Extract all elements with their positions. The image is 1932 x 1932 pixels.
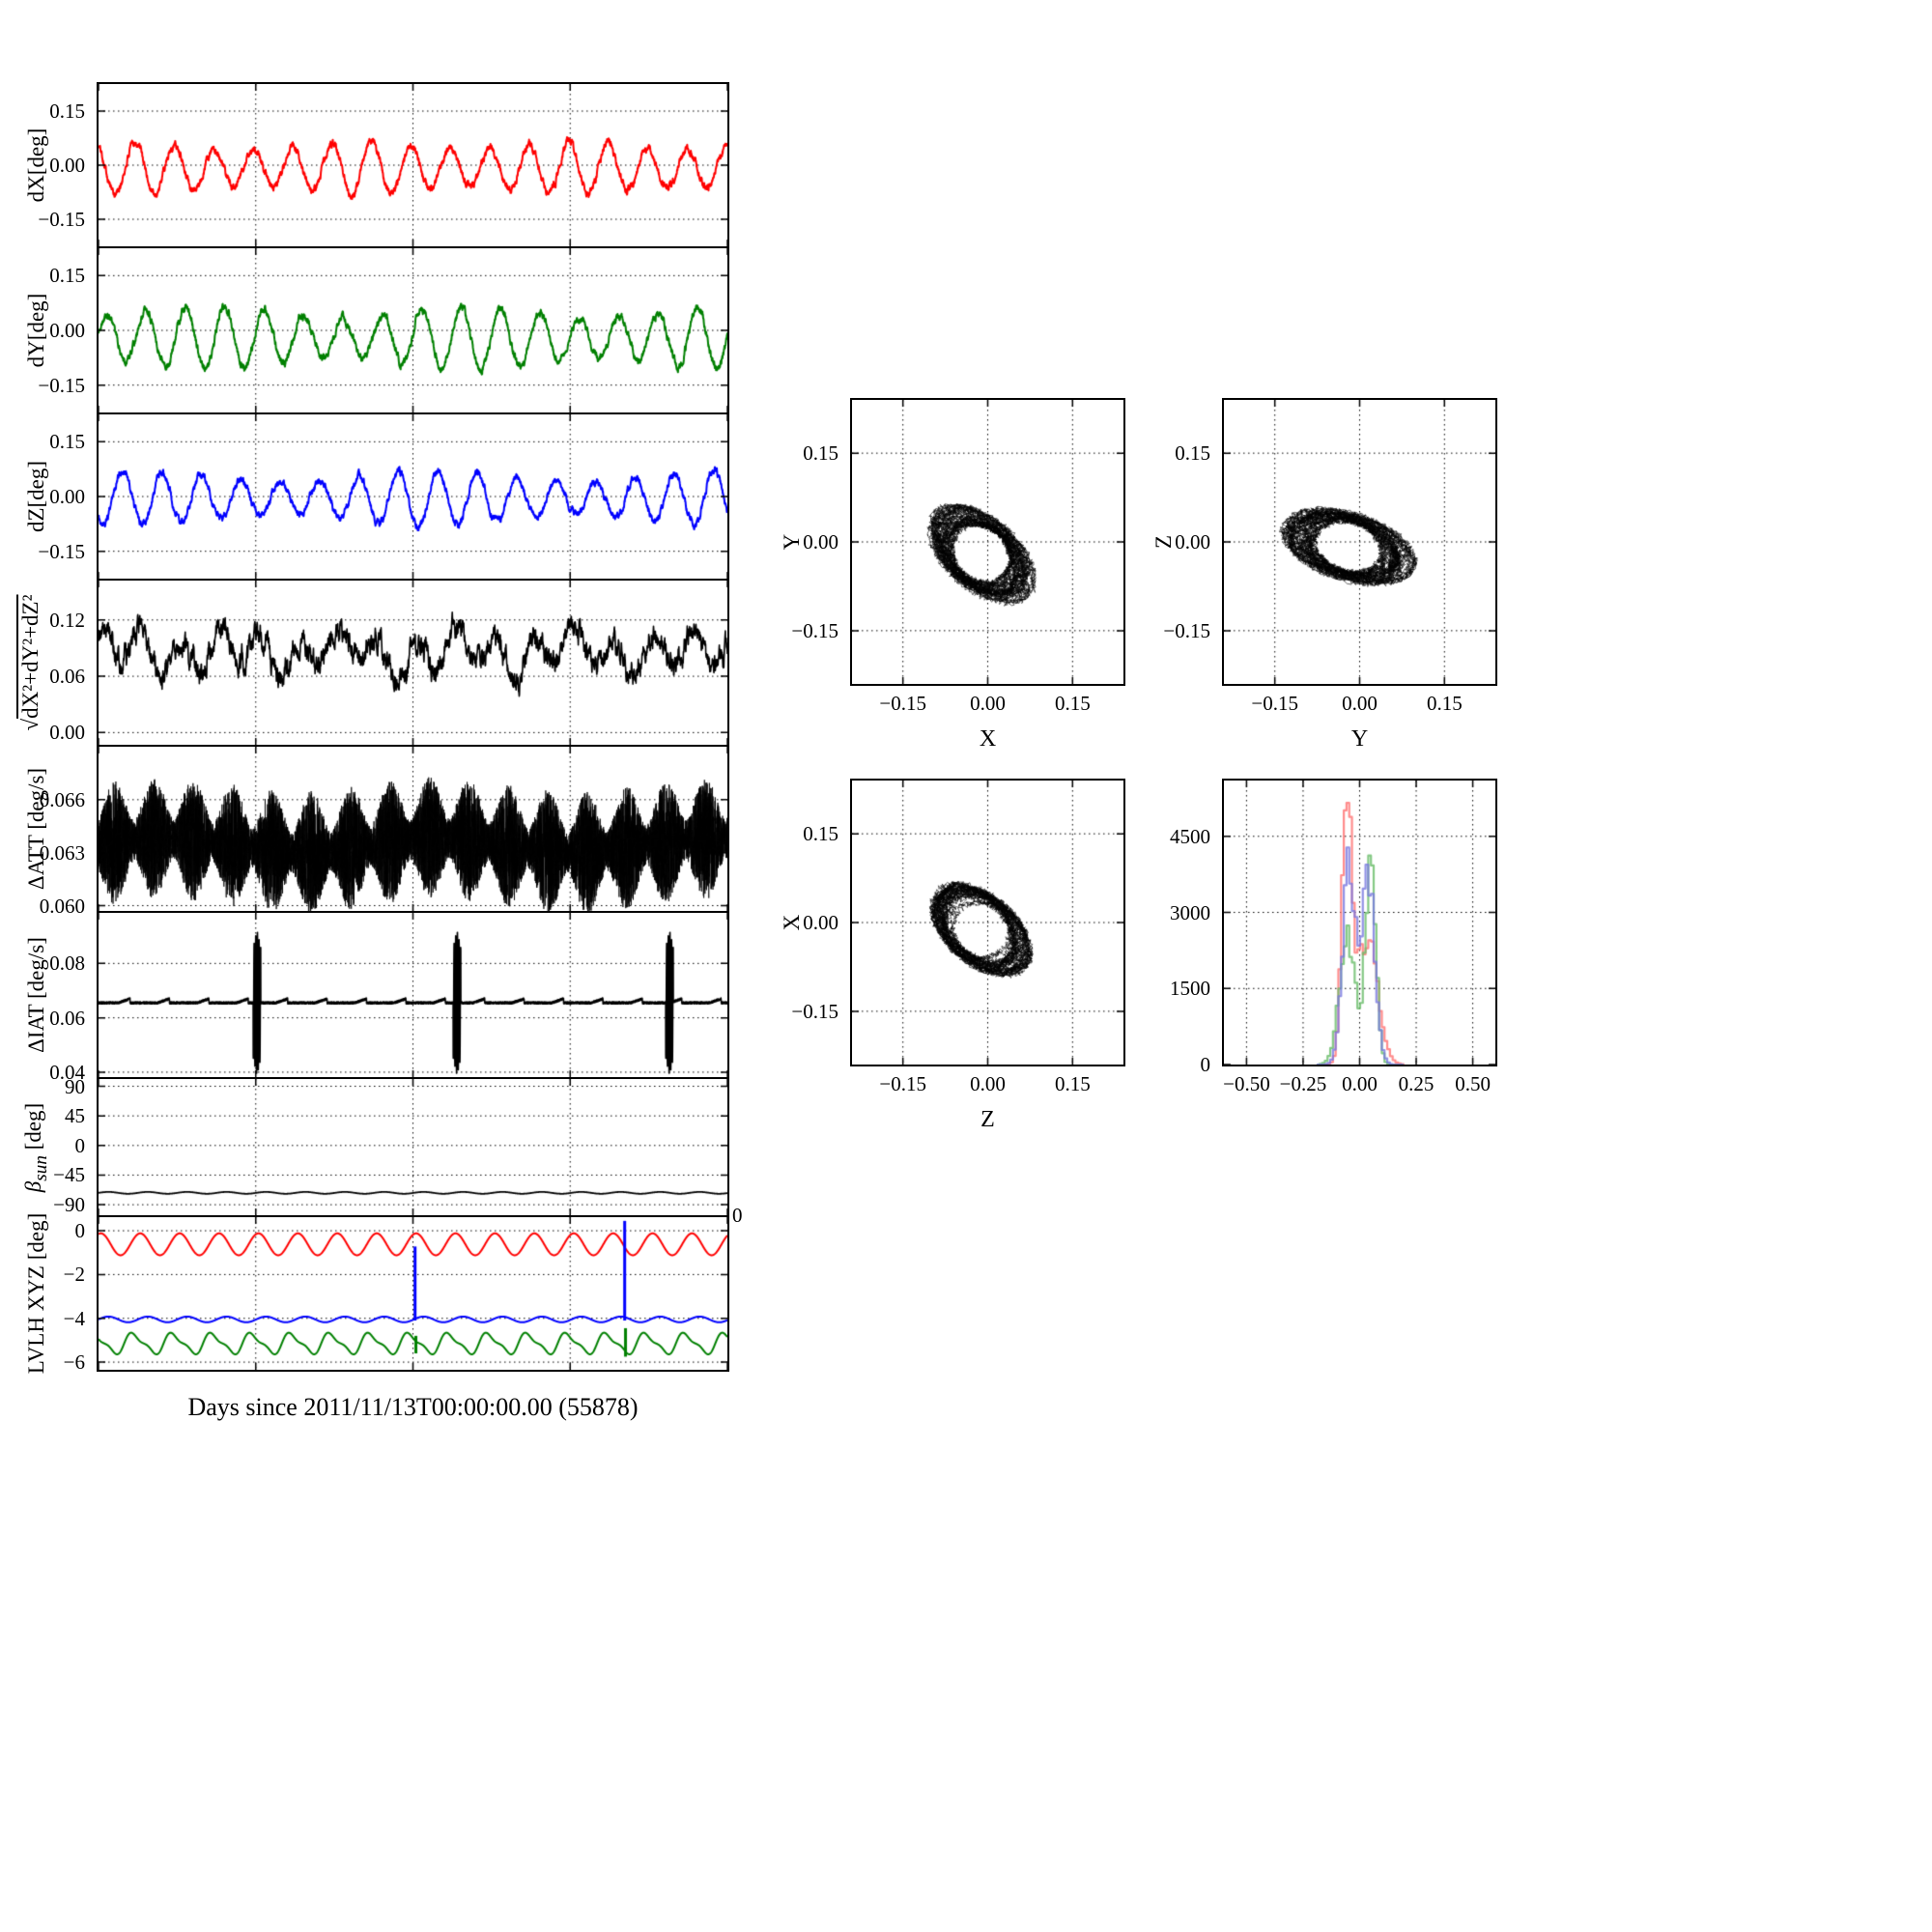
chart-canvas-dX xyxy=(99,84,727,246)
xtick-label-hist: 0.25 xyxy=(1398,1072,1435,1095)
ytick-label-scatterZY: 0.00 xyxy=(1175,530,1210,554)
xtick-label-hist: −0.50 xyxy=(1223,1072,1270,1095)
xtick-label-scatterZY: 0.15 xyxy=(1426,692,1463,715)
ytick-label-dX: 0.15 xyxy=(49,99,85,123)
chart-canvas-dATT xyxy=(99,747,727,911)
panel-scatter-x-vs-z: −0.15 0.00 0.15 −0.15 0.00 0.15 X Z xyxy=(780,779,1125,1132)
ytick-label-dY: 0.15 xyxy=(49,264,85,288)
ytick-label-dIAT: 0.08 xyxy=(49,952,85,976)
x-axis-label-scatterZY: Y xyxy=(1350,726,1369,752)
ytick-label-dATT: 0.063 xyxy=(39,840,85,865)
ytick-label-scatterYX: 0.00 xyxy=(803,530,838,554)
y-axis-label-dY: dY[deg] xyxy=(24,293,48,368)
ytick-label-bsun: −90 xyxy=(53,1193,85,1217)
xtick-label-hist: 0.00 xyxy=(1342,1072,1378,1095)
panel-lvlh-xyz: 0 −2 −4 −6 LVLH XYZ [deg] xyxy=(24,1213,729,1374)
y-axis-label-lvlh: LVLH XYZ [deg] xyxy=(24,1212,48,1375)
panel-dy: −0.15 0.00 0.15 dY[deg] xyxy=(24,246,729,412)
ytick-label-bsun: −45 xyxy=(53,1163,85,1187)
panel-histogram: 0 1500 3000 4500 −0.50 −0.25 0.00 0.25 0.50 xyxy=(1170,779,1497,1095)
ytick-label-hist: 0 xyxy=(1200,1053,1211,1076)
chart-canvas-dZ xyxy=(99,414,727,579)
xtick-label-hist: 0.50 xyxy=(1455,1072,1491,1095)
ytick-label-lvlh: −4 xyxy=(63,1306,85,1330)
time-axis-label: Days since 2011/11/13T00:00:00.00 (55878… xyxy=(187,1393,639,1421)
xtick-label-scatterYX: 0.00 xyxy=(970,692,1006,715)
chart-canvas-hist xyxy=(1224,781,1495,1065)
y-axis-label-bsun: βsun [deg] xyxy=(21,1102,51,1192)
xtick-label-scatterZY: −0.15 xyxy=(1251,692,1298,715)
panel-dz: −0.15 0.00 0.15 dZ[deg] xyxy=(24,412,729,579)
ytick-label-dIAT: 0.06 xyxy=(49,1006,85,1030)
panel-scatter-z-vs-y: −0.15 0.00 0.15 −0.15 0.00 0.15 Z Y xyxy=(1151,398,1497,752)
ytick-label-hist: 1500 xyxy=(1170,977,1210,1001)
ytick-label-lvlh: 0 xyxy=(74,1219,86,1243)
ytick-label-scatterXZ: −0.15 xyxy=(791,999,838,1023)
xtick-label-scatterXZ: 0.00 xyxy=(970,1072,1006,1095)
panel-error-magnitude: 0.00 0.06 0.12 √dX²+dY²+dZ² xyxy=(18,579,729,745)
ytick-label-mag: 0.12 xyxy=(49,608,85,632)
xtick-label-scatterXZ: 0.15 xyxy=(1054,1072,1091,1095)
chart-canvas-scatterXZ xyxy=(852,781,1123,1065)
ytick-label-hist: 3000 xyxy=(1170,900,1210,924)
y-axis-label-scatterZY: Z xyxy=(1151,534,1176,550)
ytick-label-dIAT: 0.04 xyxy=(49,1060,85,1084)
ytick-label-scatterXZ: 0.15 xyxy=(803,822,838,846)
chart-canvas-lvlh xyxy=(99,1217,727,1370)
chart-canvas-dY xyxy=(99,248,727,412)
xtick-label-scatterYX: 0.15 xyxy=(1054,692,1091,715)
xtick-label-hist: −0.25 xyxy=(1279,1072,1327,1095)
ytick-label-dZ: 0.15 xyxy=(49,430,85,454)
chart-canvas-bsun xyxy=(99,1079,727,1215)
panel-delta-iat: 0.04 0.06 0.08 ΔIAT [deg/s] xyxy=(24,911,729,1084)
y-axis-label-mag: √dX²+dY²+dZ² xyxy=(18,594,43,731)
panel-dx: −0.15 0.00 0.15 dX[deg] xyxy=(24,82,729,246)
panel-beta-sun: −90 −45 0 45 90 βsun [deg] xyxy=(21,1075,729,1216)
ytick-label-bsun: 45 xyxy=(65,1104,85,1128)
ytick-label-dX: −0.15 xyxy=(38,208,85,231)
ytick-label-bsun: 0 xyxy=(74,1133,86,1157)
xtick-label-scatterYX: −0.15 xyxy=(879,692,926,715)
xtick-label-scatterZY: 0.00 xyxy=(1342,692,1378,715)
x-axis-label-scatterXZ: Z xyxy=(980,1107,995,1132)
chart-canvas-mag xyxy=(99,581,727,745)
chart-canvas-dIAT xyxy=(99,913,727,1077)
x-axis-label-scatterYX: X xyxy=(979,726,997,752)
ytick-label-dZ: 0.00 xyxy=(49,485,85,508)
ytick-label-scatterYX: −0.15 xyxy=(791,618,838,642)
ytick-label-bsun: 90 xyxy=(65,1074,85,1098)
ytick-label-mag: 0.06 xyxy=(49,665,85,689)
ytick-label-scatterZY: 0.15 xyxy=(1175,441,1210,466)
stray-zero-tick-label: 0 xyxy=(732,1204,743,1227)
ytick-label-hist: 4500 xyxy=(1170,824,1210,848)
y-axis-label-dX: dX[deg] xyxy=(24,128,48,203)
ytick-label-dY: 0.00 xyxy=(49,319,85,342)
ytick-label-scatterZY: −0.15 xyxy=(1163,618,1210,642)
ytick-label-scatterXZ: 0.00 xyxy=(803,911,838,934)
y-axis-label-dIAT: ΔIAT [deg/s] xyxy=(24,937,48,1053)
ytick-label-scatterYX: 0.15 xyxy=(803,441,838,466)
ytick-label-dY: −0.15 xyxy=(38,373,85,397)
ytick-label-dATT: 0.060 xyxy=(39,894,85,918)
y-axis-label-scatterXZ: X xyxy=(780,914,804,931)
ytick-label-lvlh: −6 xyxy=(63,1350,85,1375)
ytick-label-lvlh: −2 xyxy=(63,1263,85,1287)
y-axis-label-scatterYX: Y xyxy=(780,533,804,551)
y-axis-label-dZ: dZ[deg] xyxy=(24,460,48,533)
y-axis-label-dATT: ΔATT [deg/s] xyxy=(24,767,48,891)
chart-canvas-scatterYX xyxy=(852,400,1123,684)
xtick-label-scatterXZ: −0.15 xyxy=(879,1072,926,1095)
panel-delta-att: 0.060 0.063 0.066 ΔATT [deg/s] xyxy=(24,745,729,918)
ytick-label-dZ: −0.15 xyxy=(38,539,85,563)
ytick-label-mag: 0.00 xyxy=(49,721,85,745)
ytick-label-dX: 0.00 xyxy=(49,154,85,177)
ytick-label-dATT: 0.066 xyxy=(39,787,85,811)
chart-canvas-scatterZY xyxy=(1224,400,1495,684)
panel-scatter-y-vs-x: −0.15 0.00 0.15 −0.15 0.00 0.15 Y X xyxy=(780,398,1125,752)
